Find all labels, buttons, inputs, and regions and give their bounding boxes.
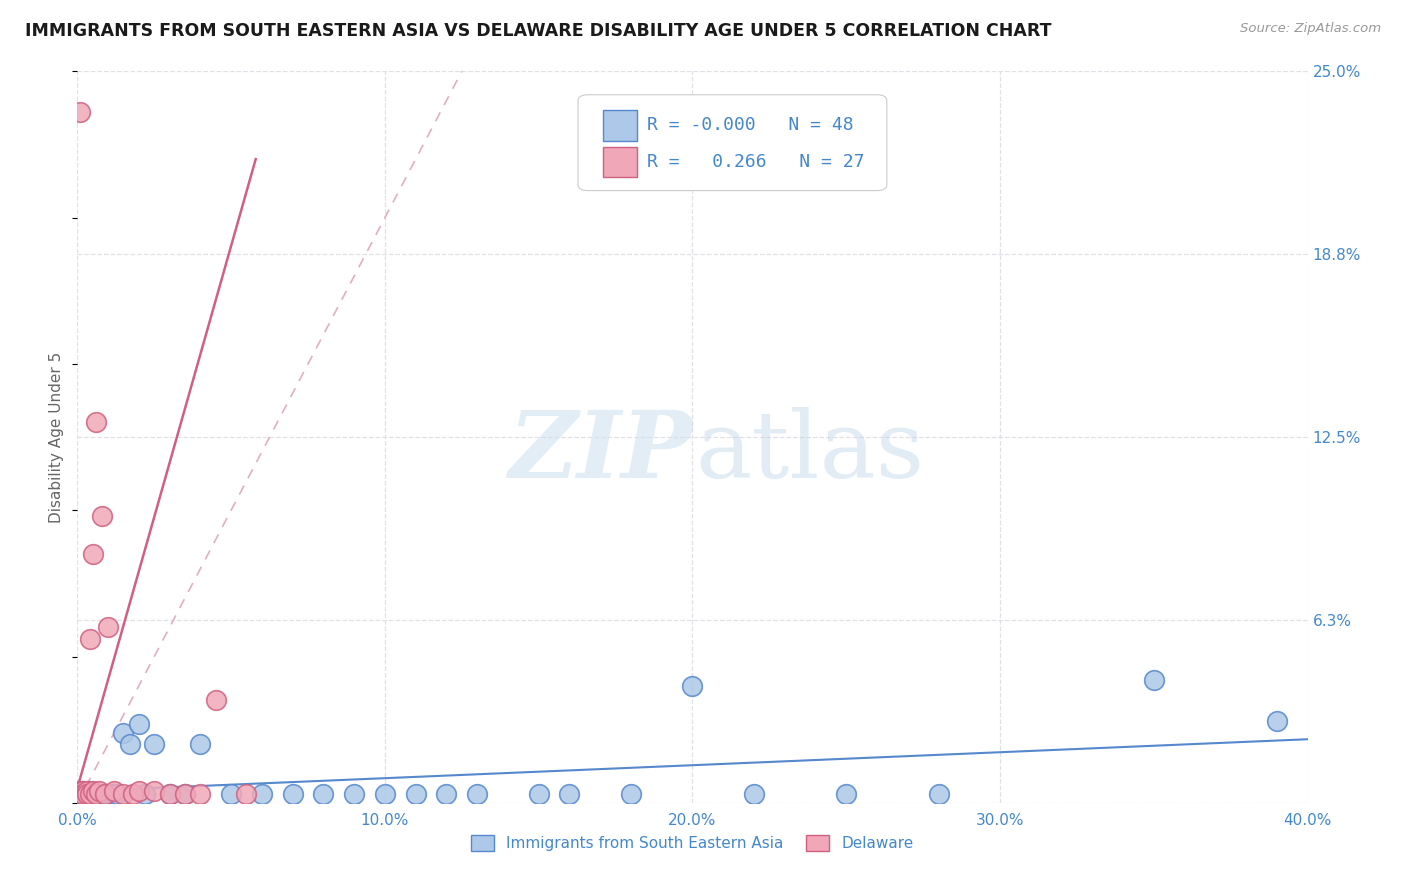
Point: [527, 787, 550, 801]
Point: [103, 787, 125, 801]
Point: [79, 787, 101, 801]
Point: [558, 787, 581, 801]
Point: [82, 787, 104, 801]
Point: [112, 725, 135, 739]
Point: [312, 787, 335, 801]
Point: [219, 787, 242, 801]
Point: [79, 784, 101, 798]
Point: [174, 787, 197, 801]
Point: [134, 787, 156, 801]
Text: IMMIGRANTS FROM SOUTH EASTERN ASIA VS DELAWARE DISABILITY AGE UNDER 5 CORRELATIO: IMMIGRANTS FROM SOUTH EASTERN ASIA VS DE…: [25, 22, 1052, 40]
Point: [121, 787, 143, 801]
Point: [87, 784, 110, 798]
Point: [84, 416, 107, 430]
Point: [143, 784, 166, 798]
Point: [84, 789, 107, 804]
Point: [374, 787, 396, 801]
Point: [159, 787, 181, 801]
Text: ZIP: ZIP: [508, 407, 693, 497]
Point: [620, 787, 643, 801]
Point: [76, 787, 98, 801]
Point: [76, 784, 98, 798]
Bar: [603, 146, 637, 178]
Point: [204, 693, 226, 707]
Point: [84, 787, 107, 801]
Point: [84, 787, 107, 801]
Point: [76, 789, 98, 804]
Point: [281, 787, 304, 801]
Point: [69, 105, 91, 120]
Point: [100, 787, 122, 801]
Point: [97, 620, 120, 634]
Point: [343, 787, 366, 801]
Point: [82, 547, 104, 561]
Point: [72, 784, 94, 798]
Point: [94, 787, 117, 801]
Point: [128, 716, 150, 731]
Point: [72, 787, 94, 801]
Point: [76, 784, 98, 798]
Point: [682, 679, 704, 693]
Point: [90, 509, 114, 524]
Point: [235, 787, 257, 801]
Point: [94, 787, 117, 801]
Point: [143, 737, 166, 751]
Point: [90, 789, 114, 804]
Point: [118, 737, 141, 751]
Point: [112, 787, 135, 801]
Point: [103, 784, 125, 798]
Point: [97, 789, 120, 804]
Point: [128, 784, 150, 798]
Point: [465, 787, 488, 801]
Point: [174, 787, 197, 801]
Point: [1143, 673, 1166, 687]
Point: [69, 787, 91, 801]
Point: [159, 787, 181, 801]
Point: [105, 787, 128, 801]
Text: Source: ZipAtlas.com: Source: ZipAtlas.com: [1240, 22, 1381, 36]
Point: [250, 787, 273, 801]
Text: atlas: atlas: [695, 407, 924, 497]
Point: [188, 737, 212, 751]
Point: [742, 787, 765, 801]
Point: [79, 789, 101, 804]
Point: [72, 789, 94, 804]
Point: [82, 784, 104, 798]
Point: [72, 784, 94, 798]
Point: [436, 787, 458, 801]
Point: [1265, 714, 1288, 728]
Y-axis label: Disability Age Under 5: Disability Age Under 5: [49, 351, 65, 523]
Point: [79, 632, 101, 646]
Point: [82, 789, 104, 804]
Point: [87, 787, 110, 801]
Legend: Immigrants from South Eastern Asia, Delaware: Immigrants from South Eastern Asia, Dela…: [465, 830, 920, 857]
Point: [69, 787, 91, 801]
Point: [69, 784, 91, 798]
Point: [405, 787, 427, 801]
Point: [188, 787, 212, 801]
Point: [79, 787, 101, 801]
Point: [69, 784, 91, 798]
Point: [835, 787, 858, 801]
Point: [72, 787, 94, 801]
Point: [76, 787, 98, 801]
Text: R =   0.266   N = 27: R = 0.266 N = 27: [647, 153, 865, 171]
Text: R = -0.000   N = 48: R = -0.000 N = 48: [647, 117, 853, 135]
Point: [928, 787, 950, 801]
Bar: [603, 110, 637, 141]
FancyBboxPatch shape: [578, 95, 887, 191]
